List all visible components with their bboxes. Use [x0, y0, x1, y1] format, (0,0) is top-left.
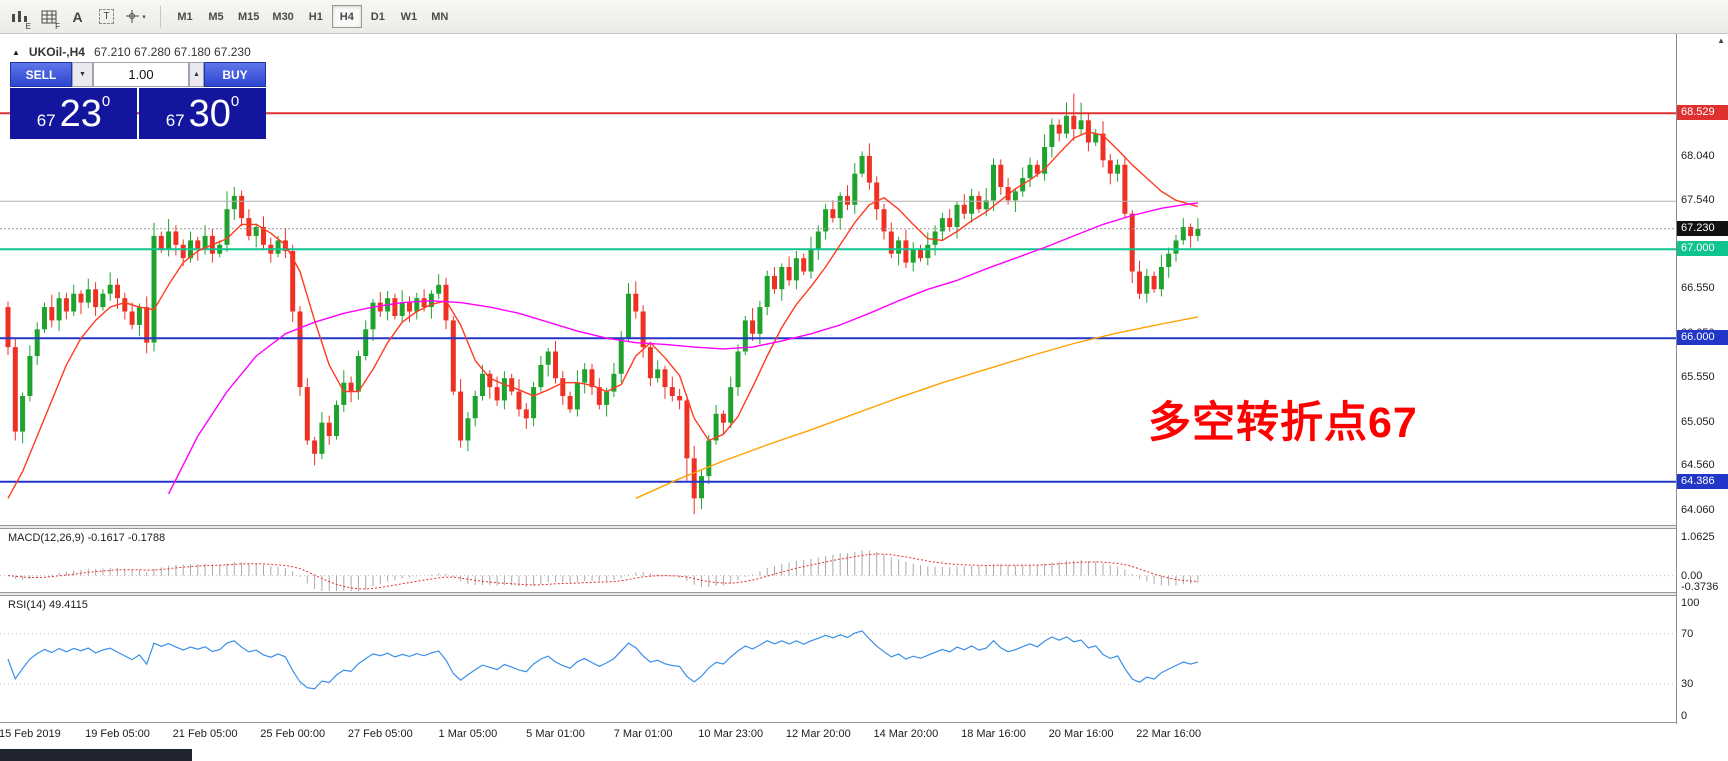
rsi-axis-label: 30 — [1681, 678, 1694, 691]
timeframe-M5[interactable]: M5 — [201, 5, 231, 28]
macd-indicator-label: MACD(12,26,9) -0.1617 -0.1788 — [8, 532, 166, 544]
price-chart-pane[interactable] — [0, 34, 1676, 525]
price-axis-tick: 66.550 — [1681, 282, 1715, 295]
time-axis-label: 10 Mar 23:00 — [698, 728, 764, 740]
time-axis-label: 22 Mar 16:00 — [1136, 728, 1202, 740]
grid-icon[interactable]: F — [35, 3, 62, 31]
time-axis-label: 19 Feb 05:00 — [85, 728, 150, 740]
macd-pane[interactable] — [0, 529, 1676, 592]
price-axis-tick: 67.540 — [1681, 194, 1715, 207]
text-label-icon[interactable]: A — [64, 3, 91, 30]
icon-sub-label: E — [25, 22, 31, 31]
rsi-axis-label: 70 — [1681, 627, 1694, 640]
trade-panel-prices: 67 23 0 67 30 0 — [10, 88, 266, 139]
pane-splitter[interactable] — [0, 592, 1728, 596]
chart-text-annotation[interactable]: 多空转折点67 — [1148, 399, 1418, 447]
time-axis-label: 14 Mar 20:00 — [873, 728, 939, 740]
timeframe-M15[interactable]: M15 — [232, 5, 265, 28]
price-axis-badge: 67.230 — [1677, 220, 1728, 236]
price-axis-tick: 64.560 — [1681, 459, 1715, 472]
price-axis-badge: 68.529 — [1677, 105, 1728, 121]
timeframe-D1[interactable]: D1 — [363, 5, 393, 28]
chart-window: ▲ UKOil-,H4 67.210 67.280 67.180 67.230 … — [0, 34, 1728, 761]
volume-input[interactable] — [93, 62, 189, 87]
time-axis-label: 20 Mar 16:00 — [1048, 728, 1114, 740]
icon-sub-label: F — [55, 22, 60, 31]
price-axis-badge: 64.386 — [1677, 473, 1728, 489]
time-axis-label: 15 Feb 2019 — [0, 728, 61, 740]
rsi-axis-label: 0 — [1681, 710, 1688, 722]
time-axis-label: 25 Feb 00:00 — [260, 728, 326, 740]
cursor-style-icon[interactable]: ▾ — [122, 3, 149, 30]
buy-button[interactable]: BUY — [204, 62, 266, 87]
timeframe-MN[interactable]: MN — [425, 5, 455, 28]
price-axis-tick: 68.040 — [1681, 149, 1715, 162]
symbol-timeframe-label: UKOil-,H4 — [28, 45, 85, 59]
ohlc-values: 67.210 67.280 67.180 67.230 — [93, 45, 251, 59]
time-axis-label: 5 Mar 01:00 — [526, 728, 585, 740]
time-axis-label: 1 Mar 05:00 — [438, 728, 498, 740]
rsi-pane[interactable] — [0, 596, 1676, 722]
time-axis-label: 7 Mar 01:00 — [613, 728, 673, 740]
time-axis-label: 21 Feb 05:00 — [172, 728, 238, 740]
time-axis-label: 18 Mar 16:00 — [961, 728, 1026, 740]
price-axis-tick: 65.550 — [1681, 371, 1715, 384]
volume-increase-button[interactable]: ▲ — [189, 62, 204, 87]
price-axis[interactable]: ▲ 68.04067.54066.55066.05065.55065.05064… — [1676, 34, 1728, 724]
time-axis-border — [0, 722, 1728, 724]
rsi-value: 49.4115 — [48, 599, 88, 611]
timeframe-toolbar: M1 M5 M15 M30 H1 H4 D1 W1 MN — [170, 5, 456, 28]
rsi-indicator-label: RSI(14) 49.4115 — [8, 599, 88, 611]
price-axis-badge: 66.000 — [1677, 330, 1728, 346]
timeframe-M1[interactable]: M1 — [170, 5, 200, 28]
price-axis-tick: 65.050 — [1681, 415, 1715, 428]
macd-axis-label: 1.0625 — [1681, 531, 1715, 543]
time-axis-label: 27 Feb 05:00 — [347, 728, 413, 740]
time-axis-label: 12 Mar 20:00 — [785, 728, 851, 740]
timeframe-W1[interactable]: W1 — [394, 5, 424, 28]
timeframe-H1[interactable]: H1 — [301, 5, 331, 28]
bar-chart-glyph — [11, 11, 27, 22]
pane-splitter[interactable] — [0, 525, 1728, 529]
price-axis-tick: 64.060 — [1681, 503, 1715, 516]
rsi-axis-label: 100 — [1681, 597, 1700, 609]
macd-axis-label: -0.3736 — [1681, 581, 1719, 593]
macd-values: -0.1617 -0.1788 — [87, 532, 166, 544]
sell-button[interactable]: SELL — [10, 62, 72, 87]
trade-panel-controls: SELL ▼ ▲ BUY — [10, 62, 266, 87]
timeframe-H4[interactable]: H4 — [331, 5, 362, 28]
price-axis-badge: 67.000 — [1677, 241, 1728, 257]
buy-price-display[interactable]: 67 30 0 — [139, 88, 266, 139]
one-click-trading-panel: SELL ▼ ▲ BUY 67 23 0 67 30 0 — [10, 62, 266, 139]
grid-glyph — [41, 10, 56, 23]
indicators-icon[interactable]: E — [6, 3, 33, 31]
text-box-icon[interactable]: T — [93, 3, 120, 30]
taskbar-fragment — [0, 749, 192, 761]
one-click-collapse-icon[interactable]: ▲ — [12, 47, 20, 57]
timeframe-M30[interactable]: M30 — [266, 5, 299, 28]
axis-scroll-up-icon: ▲ — [1717, 36, 1725, 45]
chevron-down-icon: ▾ — [142, 13, 146, 21]
toolbar-separator — [160, 5, 161, 28]
chart-title: ▲ UKOil-,H4 67.210 67.280 67.180 67.230 — [12, 45, 251, 59]
toolbar: E F A T ▾ M1 M5 M15 M30 H1 — [0, 0, 1728, 34]
sell-price-display[interactable]: 67 23 0 — [10, 88, 137, 139]
volume-decrease-button[interactable]: ▼ — [72, 62, 93, 87]
time-axis[interactable]: 15 Feb 2019 19 Feb 05:00 21 Feb 05:00 25 Fe… — [0, 724, 1676, 746]
crosshair-glyph — [126, 10, 140, 23]
macd-axis-label: 0.00 — [1681, 569, 1703, 582]
